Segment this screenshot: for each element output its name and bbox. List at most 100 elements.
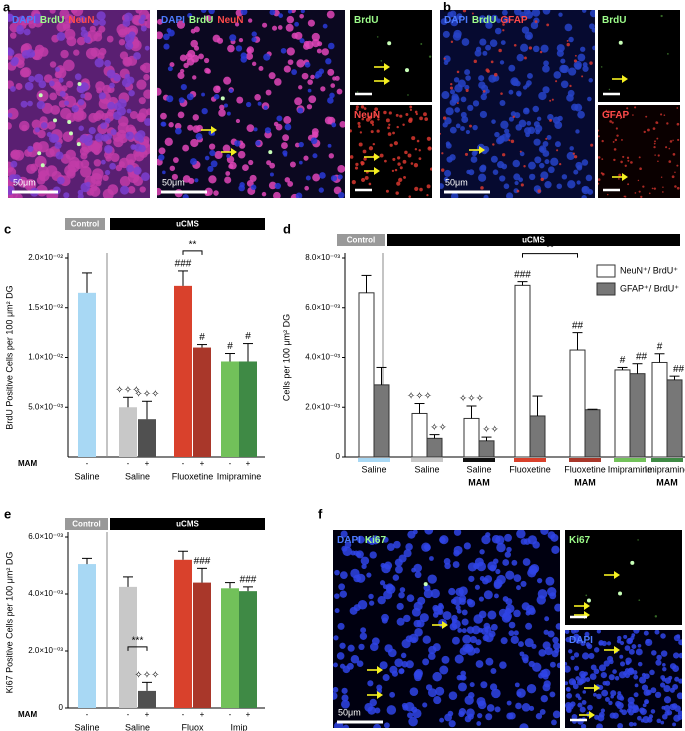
- cell: [444, 117, 452, 125]
- cell: [479, 165, 487, 173]
- cell: [234, 22, 240, 27]
- arrow-head: [374, 167, 380, 175]
- cell: [337, 164, 345, 173]
- cell: [546, 23, 550, 27]
- cell: [456, 13, 463, 20]
- cell: [631, 633, 636, 637]
- stain-name: GFAP: [602, 110, 630, 121]
- cell: [395, 191, 399, 195]
- cell: [520, 43, 529, 52]
- cell: [593, 692, 597, 697]
- cell: [341, 699, 350, 709]
- cell: [397, 162, 401, 166]
- cell: [20, 100, 28, 108]
- y-tick-label: 0: [336, 452, 341, 461]
- cell: [643, 630, 649, 636]
- cell: [12, 174, 22, 184]
- cell: [294, 142, 300, 148]
- cell: [458, 710, 465, 718]
- cell: [493, 72, 498, 77]
- labeled-cell: [405, 68, 410, 73]
- micrograph-content: [350, 10, 432, 102]
- cell: [304, 61, 311, 68]
- cell: [300, 10, 305, 14]
- cell: [316, 48, 322, 54]
- cell: [215, 85, 221, 91]
- cell: [245, 52, 254, 60]
- cell: [556, 183, 563, 190]
- cell: [109, 82, 115, 89]
- cell: [19, 120, 30, 132]
- cell: [117, 98, 127, 109]
- cell: [442, 116, 447, 120]
- category-strip: [614, 458, 646, 462]
- cell: [569, 146, 574, 151]
- cell: [485, 44, 491, 51]
- cell: [662, 662, 666, 667]
- cell: [452, 97, 457, 103]
- cell: [480, 93, 487, 101]
- cell: [406, 594, 415, 603]
- cell: [141, 172, 150, 182]
- micrograph: [598, 105, 680, 198]
- cell: [24, 81, 34, 91]
- cell: [528, 46, 533, 50]
- significance: ###: [514, 269, 531, 280]
- cell: [74, 73, 82, 81]
- labeled-cell: [40, 163, 45, 168]
- cell: [441, 91, 450, 100]
- cell: [490, 668, 497, 675]
- cell: [677, 138, 680, 142]
- cell: [255, 140, 261, 146]
- cell: [603, 660, 610, 667]
- category-strip: [651, 458, 683, 462]
- cell: [258, 65, 264, 71]
- cell: [400, 652, 407, 659]
- cell: [457, 628, 463, 633]
- cell: [662, 186, 664, 188]
- cell: [503, 183, 510, 190]
- cell: [512, 159, 521, 168]
- cell: [576, 164, 583, 171]
- cell: [320, 86, 326, 92]
- cell: [331, 122, 337, 128]
- cell: [588, 652, 595, 659]
- cell: [479, 110, 488, 119]
- cell: [516, 189, 520, 193]
- cell: [478, 596, 484, 602]
- cell: [371, 637, 380, 646]
- cell: [368, 146, 374, 151]
- cell: [124, 41, 134, 50]
- cell: [540, 177, 544, 182]
- cell: [528, 660, 535, 668]
- cell: [528, 161, 536, 170]
- cell: [127, 186, 136, 194]
- cell: [182, 194, 189, 198]
- cell: [668, 147, 671, 150]
- cell: [433, 606, 443, 615]
- cell: [464, 152, 469, 156]
- cell: [500, 120, 509, 129]
- mam-label: -: [127, 710, 130, 719]
- cell: [628, 648, 635, 655]
- cell: [396, 181, 401, 186]
- cell: [466, 708, 475, 718]
- cell: [524, 638, 534, 648]
- cell: [102, 174, 109, 181]
- y-tick-label: 4.0×10⁻⁰³: [28, 589, 63, 598]
- cell: [499, 60, 505, 65]
- category-strip: [569, 458, 601, 462]
- cell: [350, 155, 354, 159]
- cell: [589, 61, 593, 65]
- cell: [307, 79, 313, 85]
- cell: [190, 158, 197, 166]
- cell: [204, 155, 210, 161]
- cell: [399, 114, 403, 118]
- cell: [311, 38, 320, 48]
- micrograph: [350, 105, 432, 198]
- cell: [194, 178, 199, 183]
- cell: [449, 86, 453, 90]
- significance: ###: [194, 556, 211, 567]
- cell: [336, 88, 343, 95]
- cell: [580, 723, 587, 728]
